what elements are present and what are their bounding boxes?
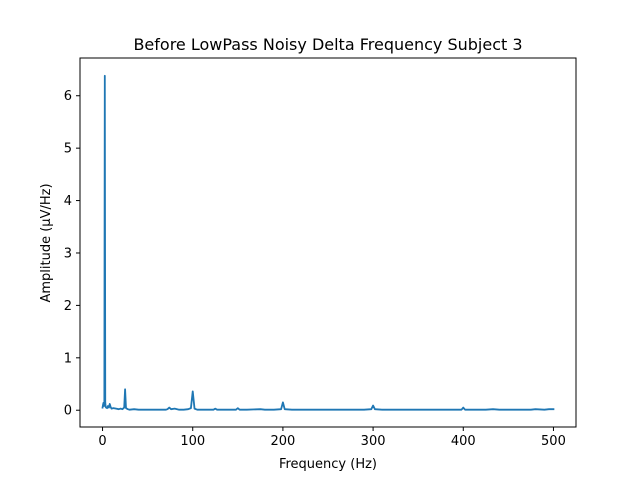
y-axis-label: Amplitude (μV/Hz) [39, 183, 54, 302]
y-tick-label: 1 [64, 351, 72, 366]
y-axis-ticks: 0 1 2 3 4 5 6 [64, 89, 80, 419]
x-tick-label: 500 [541, 434, 566, 449]
y-tick-label: 0 [64, 404, 72, 419]
axes-frame [79, 57, 577, 428]
y-tick-label: 3 [64, 246, 72, 261]
y-tick-label: 6 [64, 89, 72, 104]
x-axis-label: Frequency (Hz) [279, 457, 377, 472]
chart-title: Before LowPass Noisy Delta Frequency Sub… [133, 35, 522, 54]
x-axis-ticks: 0 100 200 300 400 500 [98, 427, 566, 449]
x-tick-label: 400 [451, 434, 476, 449]
x-tick-label: 200 [270, 434, 295, 449]
plot-area [101, 74, 555, 411]
y-tick-label: 2 [64, 299, 72, 314]
y-tick-label: 4 [64, 194, 72, 209]
x-tick-label: 0 [98, 434, 106, 449]
y-tick-label: 5 [64, 142, 72, 157]
series-line [101, 74, 555, 411]
x-tick-label: 300 [361, 434, 386, 449]
x-tick-label: 100 [180, 434, 205, 449]
